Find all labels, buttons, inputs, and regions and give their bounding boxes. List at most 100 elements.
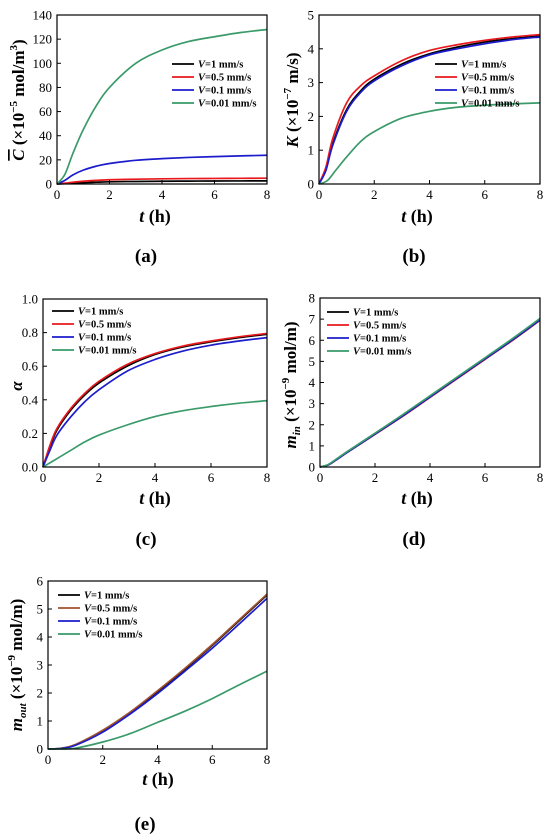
- y-tick-label-b-3: 3: [308, 75, 315, 90]
- y-tick-label-b-5: 5: [308, 8, 315, 23]
- legend-label-a-1: V=0.5 mm/s: [198, 73, 251, 84]
- x-tick-label-b-1: 2: [371, 187, 378, 202]
- legend-label-b-1: V=0.5 mm/s: [461, 73, 514, 84]
- y-tick-label-e-0: 0: [37, 742, 44, 757]
- x-tick-label-b-3: 6: [482, 187, 489, 202]
- panel-d-label: (d): [402, 529, 425, 550]
- y-tick-label-a-1: 20: [39, 152, 52, 167]
- y-tick-label-a-5: 100: [33, 56, 53, 71]
- legend-label-e-0: V=1 mm/s: [84, 591, 129, 602]
- x-tick-label-e-3: 6: [209, 752, 216, 767]
- x-tick-label-a-4: 8: [264, 187, 271, 202]
- y-tick-label-d-3: 3: [309, 396, 316, 411]
- x-tick-label-d-0: 0: [317, 470, 324, 485]
- legend-label-a-2: V=0.1 mm/s: [198, 86, 251, 97]
- legend-label-c-0: V=1 mm/s: [78, 307, 123, 318]
- x-tick-label-a-3: 6: [211, 187, 218, 202]
- series-line-b-3: [318, 102, 541, 185]
- y-tick-label-d-8: 8: [309, 291, 316, 306]
- svg-text:mout (×10−9 mol/m): mout (×10−9 mol/m): [6, 599, 29, 732]
- series-line-a-3: [56, 28, 268, 185]
- y-tick-label-b-0: 0: [308, 177, 315, 192]
- y-tick-label-e-5: 5: [37, 602, 44, 617]
- x-tick-label-a-2: 4: [159, 187, 166, 202]
- chart-panel-e: 0 2 4 6 8 0 1 2 3 4 5 6 V=1 mm/s V=0.5 mm/s V=0.1 mm/s…: [6, 574, 270, 836]
- svg-text:min (×10−9 mol/m): min (×10−9 mol/m): [280, 322, 303, 449]
- panel-a-ylabel: C (×10−5 mol/m3): [8, 39, 28, 160]
- x-tick-label-c-3: 6: [208, 470, 215, 485]
- y-tick-label-c-1: 0.2: [22, 426, 38, 441]
- series-line-c-3: [42, 399, 268, 468]
- x-tick-label-a-0: 0: [54, 187, 61, 202]
- panel-b-ylabel: K (×10−7 m/s): [282, 52, 302, 148]
- panel-e-label: (e): [134, 814, 155, 835]
- legend-d: V=1 mm/s V=0.5 mm/s V=0.1 mm/s V=0.01 mm/s: [327, 308, 412, 358]
- chart-panel-c: 0 2 4 6 8 0.0 0.2 0.4 0.6 0.8 1.0 V=1 mm/s V=0.5 mm/…: [7, 292, 270, 551]
- legend-label-d-0: V=1 mm/s: [353, 308, 398, 319]
- panel-c-xlabel: t (h): [139, 488, 171, 509]
- panel-c-label: (c): [135, 529, 156, 550]
- panel-d-xlabel: t (h): [401, 488, 433, 509]
- y-tick-label-d-6: 6: [309, 333, 316, 348]
- legend-label-e-3: V=0.01 mm/s: [84, 630, 143, 641]
- y-tick-label-d-5: 5: [309, 354, 316, 369]
- y-tick-label-a-2: 40: [39, 128, 52, 143]
- panel-b-xlabel: t (h): [401, 206, 433, 227]
- x-tick-label-b-4: 8: [537, 187, 544, 202]
- x-tick-label-a-1: 2: [106, 187, 113, 202]
- y-tick-label-e-6: 6: [37, 574, 44, 589]
- svg-text:K (×10−7 m/s): K (×10−7 m/s): [282, 52, 302, 148]
- legend-label-b-2: V=0.1 mm/s: [461, 86, 514, 97]
- y-tick-label-c-4: 0.8: [22, 325, 38, 340]
- y-tick-label-c-3: 0.6: [22, 359, 39, 374]
- y-tick-label-e-4: 4: [37, 630, 44, 645]
- svg-text:C (×10−5 mol/m3): C (×10−5 mol/m3): [8, 39, 28, 160]
- y-tick-label-a-7: 140: [33, 8, 53, 23]
- series-line-c-2: [42, 336, 268, 468]
- plot-area-d: 0 2 4 6 8 0 1 2 3 4 5 6 7 8 V=1 mm/s V=0.5 mm/s V=0.1 mm…: [309, 291, 544, 486]
- panel-e-xlabel: t (h): [142, 769, 174, 790]
- axes-frame-c: [42, 298, 268, 468]
- x-tick-label-e-0: 0: [45, 752, 52, 767]
- y-tick-label-a-3: 60: [39, 104, 52, 119]
- panel-a-label: (a): [135, 246, 157, 267]
- panel-c-ylabel: α: [7, 381, 26, 391]
- panel-a-xlabel: t (h): [139, 206, 171, 227]
- y-tick-label-b-1: 1: [308, 143, 315, 158]
- legend-label-d-2: V=0.1 mm/s: [353, 334, 406, 345]
- legend-label-c-1: V=0.5 mm/s: [78, 320, 131, 331]
- series-line-b-2: [318, 36, 541, 185]
- series-line-c-1: [42, 332, 268, 468]
- legend-label-d-3: V=0.01 mm/s: [353, 347, 412, 358]
- plot-area-c: 0 2 4 6 8 0.0 0.2 0.4 0.6 0.8 1.0 V=1 mm/s V=0.5 mm/…: [22, 292, 271, 486]
- legend-e: V=1 mm/s V=0.5 mm/s V=0.1 mm/s V=0.01 mm/s: [58, 591, 143, 641]
- x-tick-label-c-2: 4: [152, 470, 159, 485]
- series-line-a-2: [56, 154, 268, 185]
- y-tick-label-d-1: 1: [309, 438, 316, 453]
- legend-label-b-3: V=0.01 mm/s: [461, 99, 520, 110]
- y-tick-label-a-0: 0: [46, 177, 53, 192]
- y-tick-label-e-3: 3: [37, 658, 44, 673]
- legend-label-a-3: V=0.01 mm/s: [198, 99, 257, 110]
- legend-label-d-1: V=0.5 mm/s: [353, 321, 406, 332]
- series-line-b-1: [318, 33, 541, 185]
- legend-label-e-2: V=0.1 mm/s: [84, 617, 137, 628]
- panel-d-ylabel: min (×10−9 mol/m): [280, 322, 303, 449]
- legend-c: V=1 mm/s V=0.5 mm/s V=0.1 mm/s V=0.01 mm/s: [52, 307, 137, 357]
- x-tick-label-b-2: 4: [426, 187, 433, 202]
- x-tick-label-b-0: 0: [316, 187, 323, 202]
- y-tick-label-d-2: 2: [309, 417, 316, 432]
- series-line-a-1: [56, 177, 268, 185]
- y-tick-label-d-0: 0: [309, 460, 316, 475]
- legend-label-b-0: V=1 mm/s: [461, 60, 506, 71]
- legend-b: V=1 mm/s V=0.5 mm/s V=0.1 mm/s V=0.01 mm/s: [435, 60, 520, 110]
- x-tick-label-d-4: 8: [537, 470, 544, 485]
- chart-panel-d: 0 2 4 6 8 0 1 2 3 4 5 6 7 8 V=1 mm/s V=0.5 mm/s V=0.1 mm…: [280, 291, 543, 551]
- series-line-b-0: [318, 35, 541, 185]
- x-tick-label-e-4: 8: [264, 752, 271, 767]
- legend-label-a-0: V=1 mm/s: [198, 60, 243, 71]
- legend-label-e-1: V=0.5 mm/s: [84, 604, 137, 615]
